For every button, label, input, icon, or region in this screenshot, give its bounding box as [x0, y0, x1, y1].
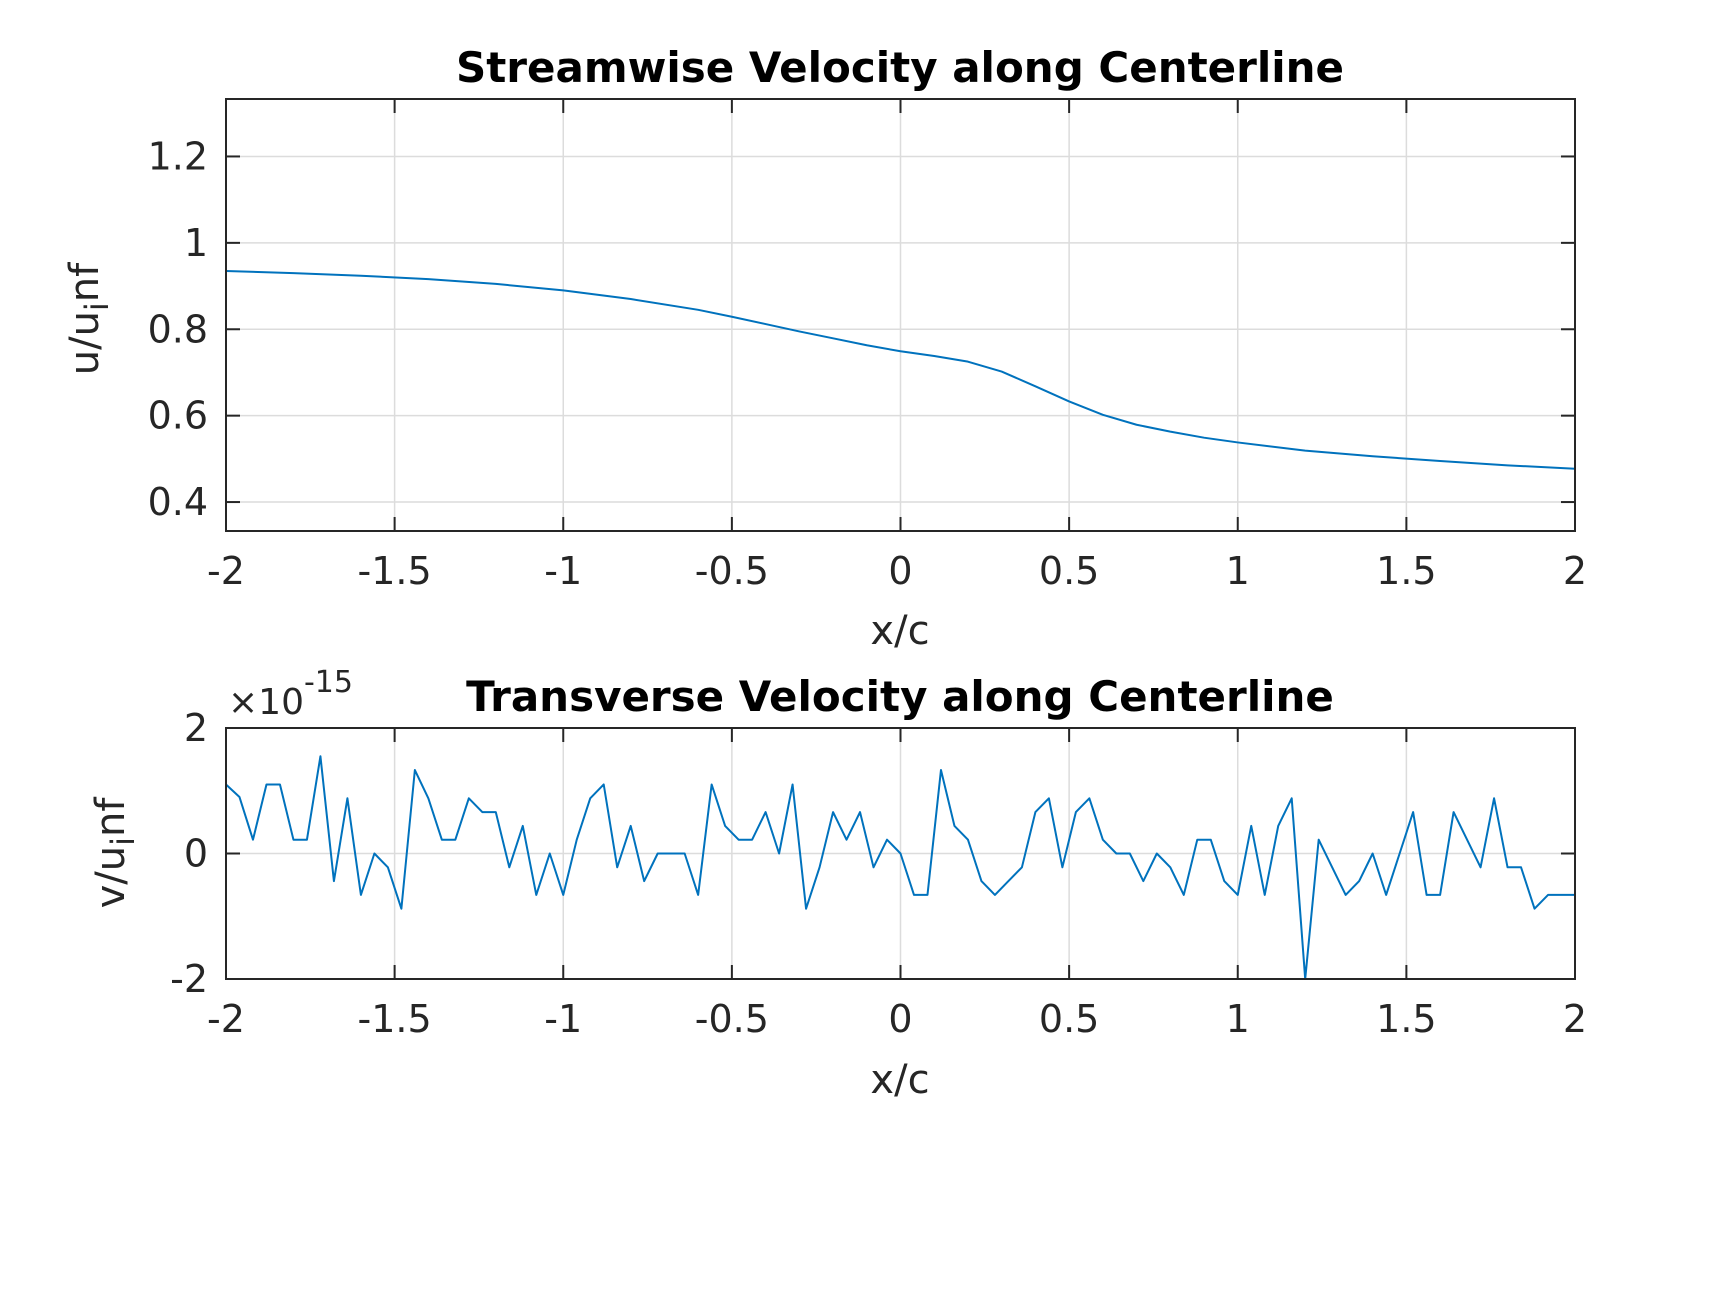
- x-tick-label: 0: [888, 549, 912, 593]
- x-tick-label: -1: [544, 997, 582, 1041]
- y-axis-label: v/uinf: [88, 797, 142, 909]
- x-tick-label: -0.5: [695, 549, 769, 593]
- x-tick-label: 1.5: [1376, 549, 1436, 593]
- transverse-velocity-plot: Transverse Velocity along Centerline ×10…: [88, 665, 1587, 1103]
- x-tick-label: -1.5: [358, 549, 432, 593]
- streamwise-velocity-plot: Streamwise Velocity along Centerline -2-…: [62, 43, 1587, 654]
- y-tick-label: 1: [184, 221, 208, 265]
- x-tick-label: -1.5: [358, 997, 432, 1041]
- x-axis-label: x/c: [870, 1057, 929, 1103]
- y-tick-label: 0.8: [148, 307, 208, 351]
- x-tick-label: 1: [1226, 997, 1250, 1041]
- x-tick-label: 0.5: [1039, 997, 1099, 1041]
- x-tick-label: 2: [1563, 997, 1587, 1041]
- x-tick-labels: -2 -1.5 -1 -0.5 0 0.5 1 1.5 2: [207, 997, 1587, 1041]
- y-tick-label: 2: [184, 706, 208, 750]
- x-tick-label: 2: [1563, 549, 1587, 593]
- series-line: [225, 755, 1575, 980]
- x-tick-label: -2: [207, 997, 245, 1041]
- series-line: [225, 269, 1576, 470]
- x-tick-label: 0: [888, 997, 912, 1041]
- series-layer: [225, 755, 1575, 980]
- axes-box: [225, 727, 1576, 980]
- y-tick-label: 0: [184, 832, 208, 876]
- x-tick-label: -0.5: [695, 997, 769, 1041]
- plot-title: Transverse Velocity along Centerline: [466, 672, 1334, 721]
- series-layer: [225, 269, 1576, 470]
- y-tick-label: 1.2: [148, 134, 208, 178]
- x-tick-label: 1: [1226, 549, 1250, 593]
- y-axis-label: u/uinf: [62, 262, 116, 375]
- y-tick-label: 0.4: [148, 480, 208, 524]
- y-tick-labels: -2 0 2: [170, 706, 208, 1001]
- x-tick-label: -2: [207, 549, 245, 593]
- x-tick-label: 0.5: [1039, 549, 1099, 593]
- x-tick-label: 1.5: [1376, 997, 1436, 1041]
- y-tick-labels: 0.4 0.6 0.8 1 1.2: [148, 134, 208, 524]
- y-tick-label: -2: [170, 957, 208, 1001]
- y-tick-label: 0.6: [148, 394, 208, 438]
- x-tick-label: -1: [544, 549, 582, 593]
- y-exponent-label: ×10-15: [228, 665, 353, 723]
- plot-title: Streamwise Velocity along Centerline: [456, 43, 1344, 92]
- x-axis-label: x/c: [870, 608, 929, 654]
- axes-box: [225, 98, 1576, 532]
- x-tick-labels: -2 -1.5 -1 -0.5 0 0.5 1 1.5 2: [207, 549, 1587, 593]
